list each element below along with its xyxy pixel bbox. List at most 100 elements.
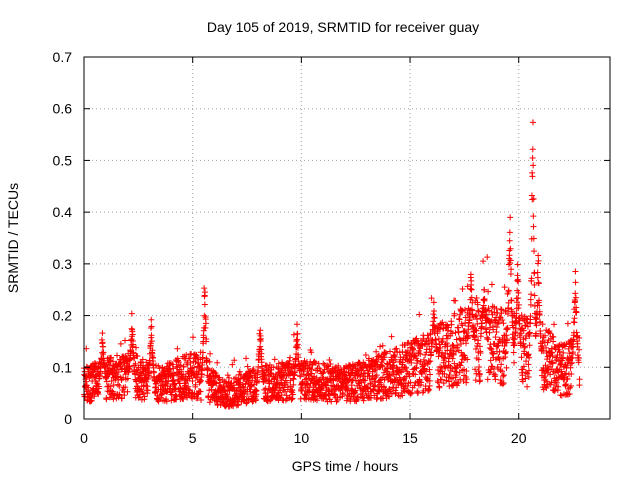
data-point (501, 343, 508, 350)
data-point (446, 371, 453, 378)
data-point (503, 348, 510, 355)
data-point (199, 349, 206, 356)
data-point (450, 345, 457, 352)
data-point (506, 237, 513, 244)
data-point (526, 329, 533, 336)
data-point (201, 312, 208, 319)
data-point (566, 350, 573, 357)
data-point (416, 347, 423, 354)
data-point (421, 365, 428, 372)
chart-title: Day 105 of 2019, SRMTID for receiver gua… (207, 19, 479, 35)
data-point (294, 344, 301, 351)
data-point (247, 372, 254, 379)
data-point (158, 371, 165, 378)
data-point (364, 385, 371, 392)
data-point (574, 340, 581, 347)
data-point (498, 361, 505, 368)
data-point (534, 274, 541, 281)
data-point (384, 368, 391, 375)
data-point (504, 310, 511, 317)
data-point (268, 370, 275, 377)
data-point (572, 279, 579, 286)
data-point (423, 368, 430, 375)
data-point (480, 296, 487, 303)
data-point (457, 362, 464, 369)
data-point (287, 354, 294, 361)
data-point (167, 383, 174, 390)
data-point (505, 287, 512, 294)
data-point (286, 360, 293, 367)
data-point (488, 281, 495, 288)
data-point (189, 377, 196, 384)
data-point (535, 279, 542, 286)
data-point (206, 358, 213, 365)
data-point (472, 366, 479, 373)
data-point (562, 382, 569, 389)
data-point (183, 379, 190, 386)
data-point (367, 381, 374, 388)
data-point (107, 383, 114, 390)
data-point (564, 362, 571, 369)
data-point (503, 332, 510, 339)
data-point (116, 382, 123, 389)
data-point (116, 391, 123, 398)
data-point (275, 360, 282, 367)
data-point (530, 162, 537, 169)
data-point (290, 376, 297, 383)
data-point (188, 389, 195, 396)
data-point (515, 305, 522, 312)
data-point (139, 356, 146, 363)
data-point (373, 372, 380, 379)
data-point (571, 315, 578, 322)
data-point (471, 336, 478, 343)
data-point (422, 351, 429, 358)
data-point (473, 312, 480, 319)
data-point (426, 366, 433, 373)
y-tick-label: 0.2 (53, 308, 73, 324)
data-point (252, 396, 259, 403)
data-point (510, 336, 517, 343)
data-point (480, 258, 487, 265)
y-tick-label: 0 (64, 411, 72, 427)
data-point (449, 330, 456, 337)
data-point (506, 252, 513, 259)
data-point (515, 301, 522, 308)
data-point (236, 368, 243, 375)
data-point (308, 349, 315, 356)
data-point (306, 389, 313, 396)
data-point (85, 384, 92, 391)
y-tick-label: 0.4 (53, 204, 73, 220)
data-point (110, 396, 117, 403)
data-point (515, 295, 522, 302)
data-point (485, 336, 492, 343)
data-point (461, 328, 468, 335)
data-point (409, 346, 416, 353)
data-point (525, 361, 532, 368)
data-point (539, 321, 546, 328)
data-point (477, 377, 484, 384)
data-point (333, 398, 340, 405)
data-point (257, 343, 264, 350)
data-point (524, 383, 531, 390)
data-point (520, 340, 527, 347)
data-point (399, 392, 406, 399)
data-point (197, 388, 204, 395)
data-point (271, 356, 278, 363)
data-point (133, 368, 140, 375)
data-point (137, 369, 144, 376)
data-point (290, 331, 297, 338)
data-point (428, 349, 435, 356)
data-point (367, 380, 374, 387)
data-point (531, 292, 538, 299)
data-point (122, 337, 129, 344)
data-point (452, 297, 459, 304)
data-point (525, 374, 532, 381)
data-point (435, 379, 442, 386)
data-point (462, 314, 469, 321)
data-point (175, 357, 182, 364)
data-point (426, 386, 433, 393)
data-point (498, 306, 505, 313)
y-tick-label: 0.3 (53, 256, 73, 272)
data-point (572, 294, 579, 301)
data-point (530, 195, 537, 202)
